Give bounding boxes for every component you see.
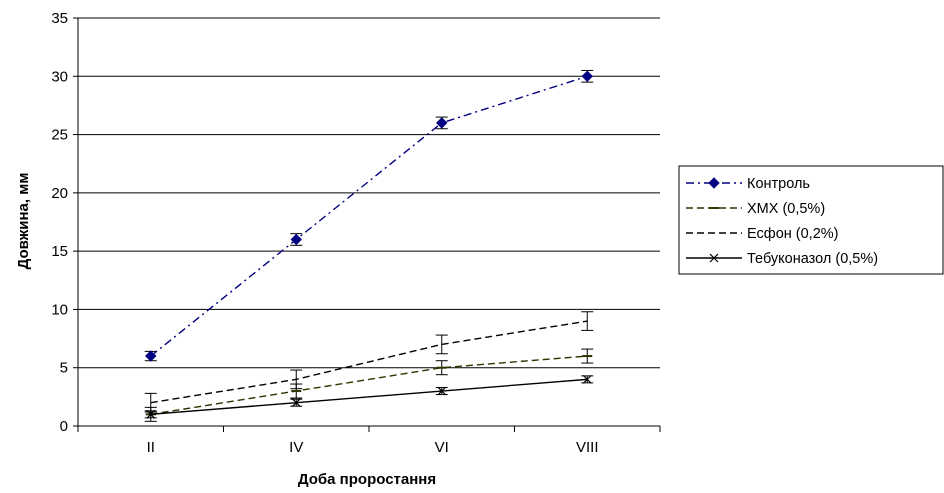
x-axis-label: Доба проростання (298, 471, 436, 488)
legend-entry: Тебуконазол (0,5%) (686, 251, 878, 267)
x-tick-label: VI (435, 439, 449, 456)
data-point (708, 177, 720, 189)
data-point (709, 253, 719, 263)
legend-box (678, 165, 944, 275)
series-line (150, 320, 588, 404)
legend-entry: Есфон (0,2%) (686, 226, 839, 242)
marker-stroke (582, 374, 592, 384)
data-point (290, 233, 302, 246)
x-axis-ticks: II IV VI VIII (147, 439, 599, 456)
series-line (150, 378, 588, 416)
legend-entry: Контроль (686, 176, 810, 192)
gridlines (78, 17, 660, 369)
y-tick-label: 0 (60, 418, 68, 435)
data-point (581, 70, 593, 82)
y-axis-label: Довжина, мм (15, 173, 32, 270)
y-tick-label: 15 (51, 243, 68, 260)
series (144, 348, 594, 422)
marker-stroke (146, 409, 156, 419)
marker-stroke (437, 386, 447, 396)
legend: Контроль ХМХ (0,5%) Есфон (0,2%) Тебуконазо… (678, 165, 944, 275)
y-tick-label: 5 (60, 360, 68, 377)
data-point (146, 409, 156, 419)
legend-label: Тебуконазол (0,5%) (747, 251, 878, 267)
x-tick-label: VIII (576, 439, 599, 456)
marker-stroke (709, 253, 719, 263)
y-tick-label: 30 (51, 68, 68, 85)
data-point (291, 398, 301, 408)
y-tick-label: 10 (51, 301, 68, 318)
y-axis-ticks: 0 5 10 15 20 25 30 35 (51, 10, 68, 435)
plot-area (144, 69, 594, 422)
x-tick-label: II (147, 439, 155, 456)
x-tick-label: IV (289, 439, 303, 456)
series (144, 69, 594, 362)
legend-label: Есфон (0,2%) (747, 226, 839, 242)
legend-entry: ХМХ (0,5%) (686, 201, 825, 217)
legend-label: Контроль (747, 176, 810, 192)
data-point (582, 374, 592, 384)
series-line (150, 355, 588, 416)
legend-label: ХМХ (0,5%) (747, 201, 825, 217)
series (144, 374, 594, 419)
error-bar (435, 334, 448, 355)
axes (73, 17, 661, 432)
y-tick-label: 25 (51, 127, 68, 144)
marker-stroke (291, 398, 301, 408)
data-point (436, 117, 448, 129)
y-tick-label: 35 (51, 10, 68, 27)
series-line (150, 75, 588, 357)
y-tick-label: 20 (51, 185, 68, 202)
data-point (145, 350, 157, 362)
data-point (437, 386, 447, 396)
